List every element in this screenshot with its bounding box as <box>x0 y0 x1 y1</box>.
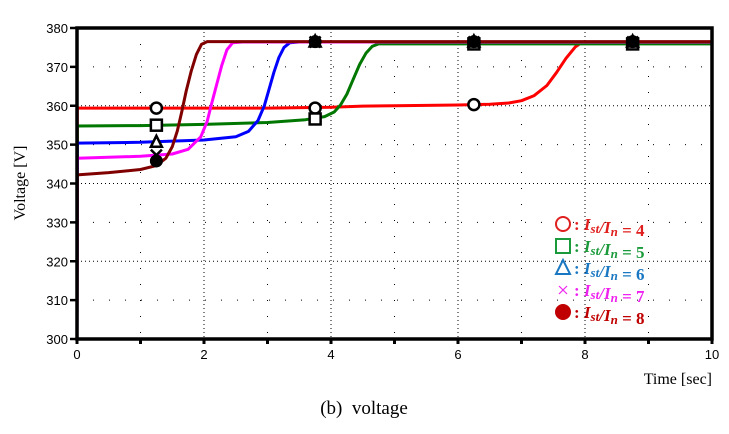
x-tick-label: 6 <box>454 347 461 362</box>
x-tick-label: 8 <box>581 347 588 362</box>
series-layer <box>75 40 712 340</box>
legend-item-ratio-8: : Ist/In = 8 <box>555 303 645 328</box>
data-marker-ratio-5 <box>149 118 164 132</box>
data-marker-ratio-8 <box>308 35 322 49</box>
y-tick-label: 370 <box>46 60 68 75</box>
data-marker-ratio-8 <box>626 35 640 49</box>
y-tick-label: 340 <box>46 177 68 192</box>
legend-label: : Ist/In = 8 <box>574 303 645 328</box>
series-line-ratio-7 <box>75 40 712 340</box>
legend-marker-x-icon <box>558 285 568 295</box>
legend: : Ist/In = 4: Ist/In = 5: Ist/In = 6: Is… <box>554 215 645 328</box>
y-tick-label: 300 <box>46 332 68 347</box>
legend-item-ratio-7: : Ist/In = 7 <box>558 281 645 306</box>
data-marker-ratio-6 <box>148 132 164 149</box>
y-tick-label: 330 <box>46 215 68 230</box>
data-marker-ratio-4 <box>308 101 322 115</box>
legend-label: : Ist/In = 5 <box>574 237 645 262</box>
tick-labels: 0 2 4 6 8 10 300 310 320 330 340 350 360 370 380 <box>46 21 719 362</box>
legend-item-ratio-4: : Ist/In = 4 <box>555 215 645 240</box>
legend-label: : Ist/In = 4 <box>574 215 645 240</box>
y-tick-label: 320 <box>46 254 68 269</box>
y-tick-label: 310 <box>46 293 68 308</box>
marker-layer <box>148 32 641 168</box>
legend-item-ratio-6: : Ist/In = 6 <box>554 257 645 284</box>
x-tick-label: 10 <box>705 347 719 362</box>
y-tick-label: 350 <box>46 138 68 153</box>
x-tick-label: 2 <box>200 347 207 362</box>
data-marker-ratio-4 <box>149 101 164 115</box>
data-marker-ratio-8 <box>467 35 481 49</box>
legend-marker-open-circle-icon <box>555 216 571 232</box>
data-marker-ratio-5 <box>308 112 322 126</box>
figure-caption: (b) voltage <box>320 398 408 419</box>
y-tick-label: 360 <box>46 99 68 114</box>
legend-item-ratio-5: : Ist/In = 5 <box>555 237 645 262</box>
series-line-ratio-4 <box>75 40 712 340</box>
series-line-ratio-8 <box>75 40 712 340</box>
axes <box>70 26 714 344</box>
legend-marker-open-square-icon <box>555 238 571 254</box>
series-line-ratio-5 <box>75 42 712 340</box>
legend-marker-open-triangle-icon <box>554 257 572 275</box>
data-marker-ratio-8 <box>149 154 163 168</box>
series-line-ratio-6 <box>75 40 712 340</box>
data-marker-ratio-4 <box>467 97 481 112</box>
legend-label: : Ist/In = 7 <box>574 281 645 306</box>
x-axis-label: Time [sec] <box>644 371 712 388</box>
y-axis-label: Voltage [V] <box>12 146 29 221</box>
x-tick-label: 4 <box>327 347 334 362</box>
legend-label: : Ist/In = 6 <box>574 259 645 284</box>
legend-marker-filled-circle-icon <box>555 304 571 320</box>
y-tick-label: 380 <box>46 21 68 36</box>
x-tick-label: 0 <box>73 347 80 362</box>
